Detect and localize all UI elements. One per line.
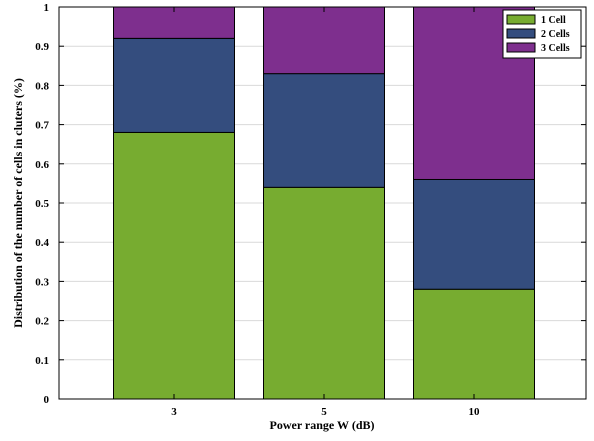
y-axis-label: Distribution of the number of cells in c…: [11, 78, 25, 328]
legend-label: 3 Cells: [541, 43, 570, 54]
bars: [113, 6, 535, 400]
bar-segment: [113, 37, 235, 133]
y-tick-label: 0.4: [35, 237, 49, 249]
bar-segment: [263, 186, 385, 400]
y-axis-ticks: 0 0.1 0.2 0.3 0.4 0.5 0.6 0.7 0.8 0.9 1: [35, 2, 586, 406]
legend: 1 Cell 2 Cells 3 Cells: [502, 9, 582, 59]
y-tick-label: 0.9: [35, 41, 49, 53]
y-tick-label: 0.1: [35, 355, 49, 367]
y-tick-label: 1: [44, 2, 50, 14]
y-tick-label: 0.6: [35, 159, 49, 171]
y-tick-label: 0.8: [35, 80, 49, 92]
legend-swatch: [506, 14, 536, 25]
y-tick-label: 0.5: [35, 198, 49, 210]
x-axis-ticks: 3 5 10: [171, 7, 480, 418]
y-tick-label: 0.2: [35, 316, 49, 328]
x-tick-label: 5: [321, 406, 327, 418]
x-tick-label: 10: [469, 406, 481, 418]
y-tick-label: 0: [44, 394, 50, 406]
bar-segment: [263, 6, 385, 75]
x-tick-label: 3: [171, 406, 177, 418]
legend-swatch: [506, 42, 536, 53]
y-tick-label: 0.3: [35, 276, 49, 288]
bar-segment: [263, 73, 385, 188]
legend-label: 1 Cell: [541, 15, 566, 26]
legend-label: 2 Cells: [541, 29, 570, 40]
bar-segment: [113, 6, 235, 39]
y-tick-label: 0.7: [35, 120, 49, 132]
bar-segment: [413, 288, 535, 400]
bar-segment: [413, 178, 535, 290]
bar-segment: [113, 131, 235, 400]
x-axis-label: Power range W (dB): [270, 418, 375, 432]
legend-swatch: [506, 28, 536, 39]
